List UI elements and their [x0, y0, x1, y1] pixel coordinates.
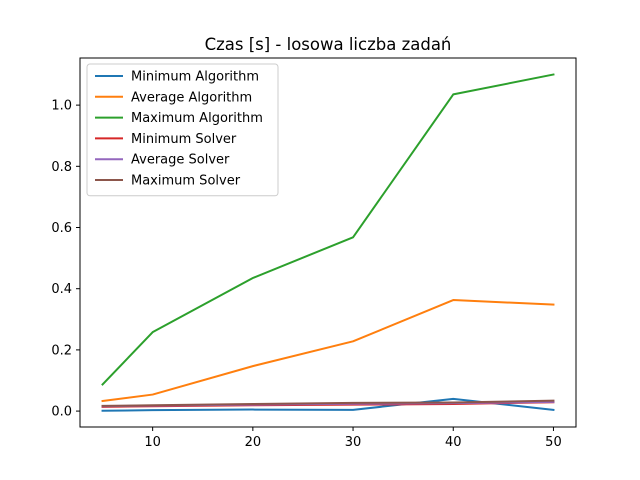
legend-label: Maximum Solver [131, 174, 241, 189]
legend-label: Average Solver [131, 153, 230, 168]
y-tick-label: 0.4 [51, 282, 72, 297]
series-line-2 [101, 299, 555, 403]
legend-label: Maximum Algorithm [131, 111, 263, 126]
y-tick-label: 0.2 [51, 343, 72, 358]
y-tick-label: 1.0 [51, 99, 72, 114]
x-tick-label: 30 [345, 435, 362, 450]
y-tick-label: 0.8 [51, 160, 72, 175]
legend-label: Minimum Algorithm [131, 70, 259, 85]
y-tick-label: 0.6 [51, 221, 72, 236]
legend-frame [86, 63, 279, 197]
legend-label: Average Algorithm [131, 90, 252, 105]
legend-label: Minimum Solver [131, 132, 237, 147]
x-tick-label: 50 [545, 435, 562, 450]
y-tick-label: 0.0 [51, 405, 72, 420]
legend: Minimum Algorithm Average Algorithm Maximu… [86, 63, 279, 197]
series-layer [101, 73, 555, 412]
x-tick-label: 20 [245, 435, 262, 450]
series-line-1 [101, 397, 555, 412]
series-line-6 [101, 399, 555, 407]
x-tick-label: 10 [144, 435, 161, 450]
plot-area-frame [79, 57, 577, 428]
x-axis: 10 20 30 40 50 [144, 427, 562, 450]
x-tick-label: 40 [445, 435, 462, 450]
series-line-3 [101, 73, 555, 386]
y-axis: 0.0 0.2 0.4 0.6 0.8 1.0 [51, 99, 80, 420]
chart-title: Czas [s] - losowa liczba zadań [205, 35, 452, 54]
